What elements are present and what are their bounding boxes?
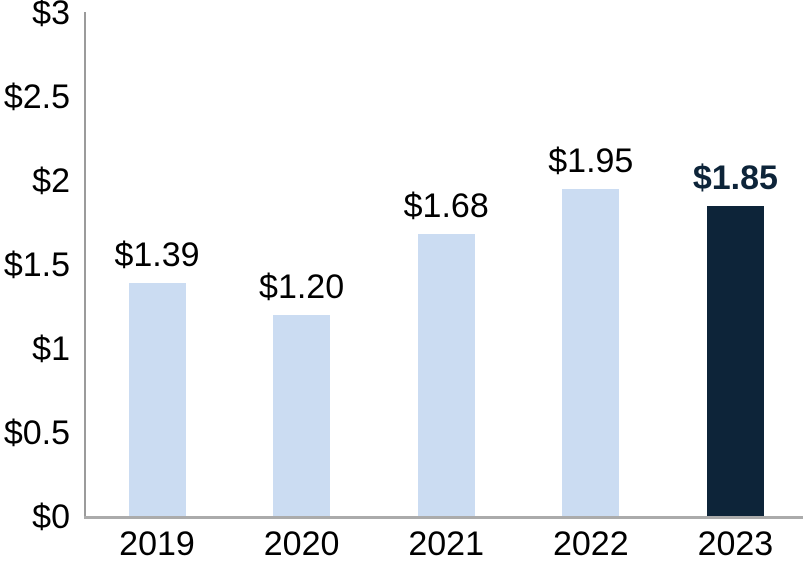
- bar-2021: [417, 234, 475, 517]
- bar-2022: [562, 188, 620, 517]
- y-axis-tick-label: $2: [32, 161, 70, 200]
- y-axis-tick-label: $0.5: [3, 413, 70, 452]
- x-axis-label-2022: 2022: [552, 525, 629, 563]
- y-axis-line: [84, 12, 86, 517]
- x-axis-line: [84, 516, 803, 519]
- x-axis-label-2020: 2020: [263, 525, 340, 563]
- bar-value-label: $1.68: [403, 187, 489, 226]
- bar-value-label: $1.95: [548, 141, 634, 180]
- y-axis-tick-label: $2.5: [3, 77, 70, 116]
- bar-value-label: $1.39: [114, 235, 200, 274]
- x-axis-label-2023: 2023: [697, 525, 774, 563]
- bar-2020: [273, 314, 331, 517]
- bar-value-label: $1.20: [259, 267, 345, 306]
- y-axis-tick-label: $1: [32, 329, 70, 368]
- x-axis-label-2021: 2021: [408, 525, 485, 563]
- y-axis-tick-label: $0: [32, 497, 70, 536]
- bar-value-label: $1.85: [692, 158, 778, 197]
- bar-2019: [128, 282, 186, 517]
- bar-2023: [706, 205, 764, 517]
- y-axis-tick-label: $3: [32, 0, 70, 32]
- y-axis-tick-label: $1.5: [3, 245, 70, 284]
- x-axis-label-2019: 2019: [119, 525, 195, 563]
